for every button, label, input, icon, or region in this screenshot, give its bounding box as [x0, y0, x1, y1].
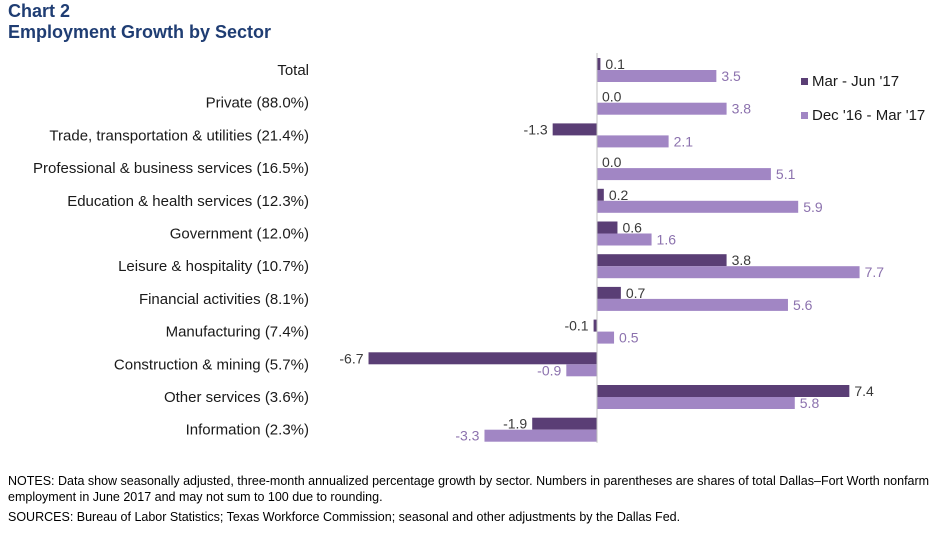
series1-data-label: -0.1: [564, 318, 588, 334]
chart-notes: NOTES: Data show seasonally adjusted, th…: [8, 474, 930, 504]
series1-data-label: -1.3: [524, 121, 548, 137]
series2-data-label: 5.9: [803, 199, 823, 215]
series2-data-label: 5.6: [793, 297, 813, 313]
category-label: Trade, transportation & utilities (21.4%…: [49, 127, 309, 144]
series2-bar: [597, 298, 788, 311]
series2-bar: [597, 397, 795, 409]
series2-bar: [597, 233, 652, 246]
series2-bar: [597, 102, 727, 115]
series1-data-label: 0.2: [609, 187, 629, 203]
series1-data-label: 3.8: [732, 252, 752, 268]
chart-sources: SOURCES: Bureau of Labor Statistics; Tex…: [8, 510, 681, 524]
category-label: Leisure & hospitality (10.7%): [118, 258, 309, 275]
series1-bar: [597, 58, 601, 70]
category-label: Construction & mining (5.7%): [114, 356, 309, 373]
series2-bar: [597, 135, 669, 148]
series1-bar: [552, 123, 597, 136]
series2-data-label: -0.9: [537, 362, 561, 378]
series2-data-label: 3.8: [732, 101, 752, 117]
category-label: Education & health services (12.3%): [67, 193, 309, 210]
series2-data-label: 5.8: [800, 395, 820, 411]
legend-swatch-1: [801, 78, 808, 85]
series1-data-label: 0.1: [605, 56, 625, 72]
series1-bar: [368, 352, 597, 365]
series1-bar: [597, 254, 727, 267]
legend-label-1: Mar - Jun '17: [812, 73, 899, 90]
category-label: Other services (3.6%): [164, 389, 309, 406]
series1-data-label: 0.0: [602, 154, 622, 170]
series1-data-label: 0.7: [626, 285, 646, 301]
series1-data-label: 0.0: [602, 89, 622, 105]
chart-title: Chart 2: [8, 1, 71, 21]
series2-data-label: 0.5: [619, 330, 639, 346]
legend-swatch-2: [801, 112, 808, 119]
series2-data-label: 5.1: [776, 166, 796, 182]
series2-data-label: -3.3: [455, 428, 479, 444]
category-label: Professional & business services (16.5%): [33, 160, 309, 177]
chart-subtitle: Employment Growth by Sector: [8, 22, 272, 42]
series2-data-label: 3.5: [721, 68, 741, 84]
legend-label-2: Dec '16 - Mar '17: [812, 107, 925, 124]
series2-bar: [597, 70, 717, 82]
series2-bar: [597, 266, 860, 279]
series2-bar: [597, 168, 771, 181]
category-label: Government (12.0%): [170, 226, 309, 243]
series1-bar: [593, 319, 597, 332]
series2-data-label: 2.1: [674, 133, 694, 149]
series2-bar: [597, 200, 799, 213]
category-label: Private (88.0%): [206, 95, 309, 112]
bar-chart: Total 0.1 3.5 Private (88.0%) 0.0 3.8 Trade, t…: [33, 53, 925, 444]
series1-bar: [597, 286, 621, 299]
series1-bar: [597, 221, 618, 234]
category-label: Manufacturing (7.4%): [166, 324, 309, 341]
series2-data-label: 1.6: [657, 232, 677, 248]
series1-data-label: -1.9: [503, 416, 527, 432]
series1-bar: [532, 417, 597, 430]
category-label: Information (2.3%): [186, 422, 309, 439]
series2-bar: [597, 331, 615, 344]
series2-bar: [484, 429, 597, 442]
series1-bar: [597, 188, 604, 201]
series2-data-label: 7.7: [865, 264, 885, 280]
series1-data-label: 0.6: [622, 220, 642, 236]
category-label: Total: [277, 62, 309, 79]
series1-bar: [597, 385, 850, 397]
series1-data-label: -6.7: [339, 350, 363, 366]
series2-bar: [566, 364, 597, 377]
series1-data-label: 7.4: [854, 383, 874, 399]
category-label: Financial activities (8.1%): [139, 291, 309, 308]
